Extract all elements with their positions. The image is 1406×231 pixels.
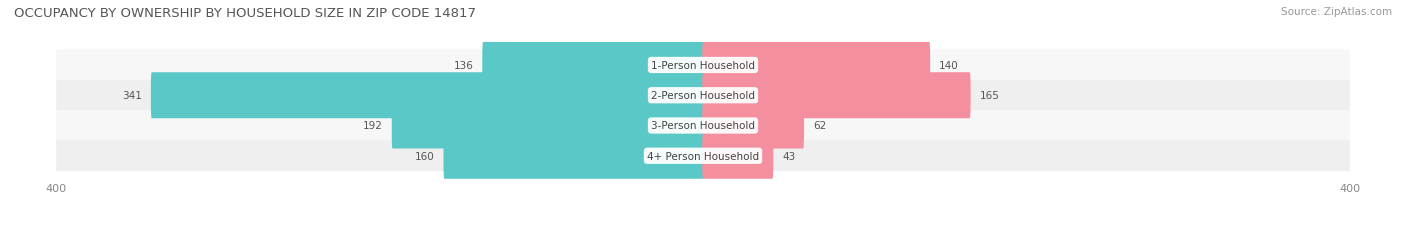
Text: 160: 160: [415, 151, 434, 161]
FancyBboxPatch shape: [392, 103, 704, 149]
FancyBboxPatch shape: [150, 73, 704, 119]
Text: 165: 165: [980, 91, 1000, 101]
FancyBboxPatch shape: [702, 133, 773, 179]
Text: 4+ Person Household: 4+ Person Household: [647, 151, 759, 161]
FancyBboxPatch shape: [56, 141, 1350, 171]
Text: 192: 192: [363, 121, 382, 131]
FancyBboxPatch shape: [702, 103, 804, 149]
FancyBboxPatch shape: [443, 133, 704, 179]
FancyBboxPatch shape: [702, 73, 970, 119]
FancyBboxPatch shape: [56, 50, 1350, 81]
Text: 3-Person Household: 3-Person Household: [651, 121, 755, 131]
FancyBboxPatch shape: [702, 43, 931, 88]
Text: 43: 43: [782, 151, 796, 161]
Text: 341: 341: [122, 91, 142, 101]
Text: 136: 136: [454, 61, 474, 71]
Text: Source: ZipAtlas.com: Source: ZipAtlas.com: [1281, 7, 1392, 17]
FancyBboxPatch shape: [56, 111, 1350, 141]
Text: 62: 62: [813, 121, 827, 131]
Text: OCCUPANCY BY OWNERSHIP BY HOUSEHOLD SIZE IN ZIP CODE 14817: OCCUPANCY BY OWNERSHIP BY HOUSEHOLD SIZE…: [14, 7, 477, 20]
FancyBboxPatch shape: [482, 43, 704, 88]
FancyBboxPatch shape: [56, 80, 1350, 111]
Text: 140: 140: [939, 61, 959, 71]
Text: 2-Person Household: 2-Person Household: [651, 91, 755, 101]
Text: 1-Person Household: 1-Person Household: [651, 61, 755, 71]
